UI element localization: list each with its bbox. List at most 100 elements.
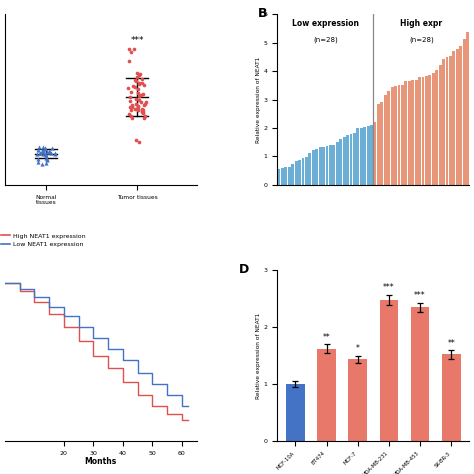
Bar — [404, 81, 407, 185]
Point — [132, 77, 140, 85]
Point — [138, 107, 146, 114]
Point — [137, 98, 145, 106]
Point — [39, 147, 47, 155]
Bar — [286, 384, 305, 441]
Point — [129, 82, 137, 90]
Point — [128, 112, 135, 120]
Point — [140, 101, 148, 109]
Bar — [288, 167, 291, 185]
Bar — [408, 81, 411, 185]
Point — [140, 108, 147, 116]
Bar — [466, 32, 469, 185]
Bar — [432, 73, 435, 185]
Point — [132, 137, 140, 144]
Bar — [459, 46, 462, 185]
Bar — [336, 143, 339, 185]
Point — [39, 150, 46, 158]
Bar — [428, 75, 431, 185]
Point — [138, 75, 146, 82]
Point — [135, 85, 142, 92]
Point — [139, 90, 146, 98]
Point — [38, 147, 46, 155]
Bar — [452, 51, 456, 185]
Point — [136, 71, 144, 78]
Bar — [349, 134, 353, 185]
Bar — [370, 125, 373, 185]
Bar — [356, 128, 359, 185]
Bar — [401, 85, 404, 185]
Bar — [442, 355, 461, 441]
Point — [125, 45, 133, 53]
Point — [51, 149, 58, 157]
Bar — [394, 86, 397, 185]
Bar — [410, 307, 429, 441]
Bar — [384, 95, 387, 185]
Point — [135, 107, 142, 114]
Point — [42, 144, 49, 152]
Point — [128, 103, 136, 111]
Bar — [281, 167, 284, 185]
Bar — [346, 136, 349, 185]
Point — [132, 100, 140, 108]
Point — [131, 106, 139, 113]
Bar — [398, 85, 401, 185]
Point — [34, 146, 41, 154]
Point — [135, 72, 143, 79]
Bar — [348, 359, 367, 441]
Point — [140, 115, 147, 122]
Point — [130, 45, 137, 53]
Bar — [317, 349, 336, 441]
Point — [126, 93, 134, 100]
Bar — [381, 102, 383, 185]
Point — [41, 146, 49, 153]
Text: ***: *** — [383, 283, 395, 292]
Point — [43, 151, 50, 159]
Point — [35, 143, 43, 150]
Point — [34, 158, 42, 165]
Bar — [315, 149, 318, 185]
Text: **: ** — [447, 338, 455, 347]
Point — [131, 76, 139, 83]
Point — [125, 110, 133, 118]
Point — [138, 79, 146, 87]
Point — [139, 109, 147, 117]
Bar — [435, 70, 438, 185]
Point — [127, 48, 135, 55]
Point — [141, 112, 149, 119]
Text: Low expression: Low expression — [292, 19, 359, 28]
Point — [36, 149, 44, 157]
Point — [135, 92, 143, 100]
Text: ***: *** — [414, 292, 426, 301]
Point — [138, 105, 146, 113]
Point — [135, 138, 143, 146]
Bar — [442, 59, 445, 185]
Point — [43, 155, 51, 163]
Bar — [319, 147, 322, 185]
Text: ***: *** — [130, 36, 144, 46]
Bar — [360, 128, 363, 185]
Bar — [301, 158, 304, 185]
Bar — [367, 126, 370, 185]
Point — [142, 99, 150, 106]
Point — [128, 101, 136, 109]
Point — [131, 83, 138, 91]
Bar — [309, 153, 311, 185]
Bar — [463, 39, 465, 185]
Bar — [425, 76, 428, 185]
Point — [133, 70, 140, 77]
Bar — [418, 77, 421, 185]
Point — [128, 106, 135, 113]
Bar — [292, 164, 294, 185]
Bar — [377, 104, 380, 185]
Point — [136, 80, 143, 88]
Point — [133, 95, 140, 103]
Point — [126, 97, 134, 105]
Point — [47, 149, 55, 157]
Point — [137, 91, 145, 99]
Bar — [329, 146, 332, 185]
Point — [128, 102, 135, 110]
Point — [125, 58, 133, 65]
Legend: High NEAT1 expression, Low NEAT1 expression: High NEAT1 expression, Low NEAT1 express… — [0, 231, 88, 249]
Text: High expr: High expr — [400, 19, 442, 28]
Bar — [446, 57, 448, 185]
